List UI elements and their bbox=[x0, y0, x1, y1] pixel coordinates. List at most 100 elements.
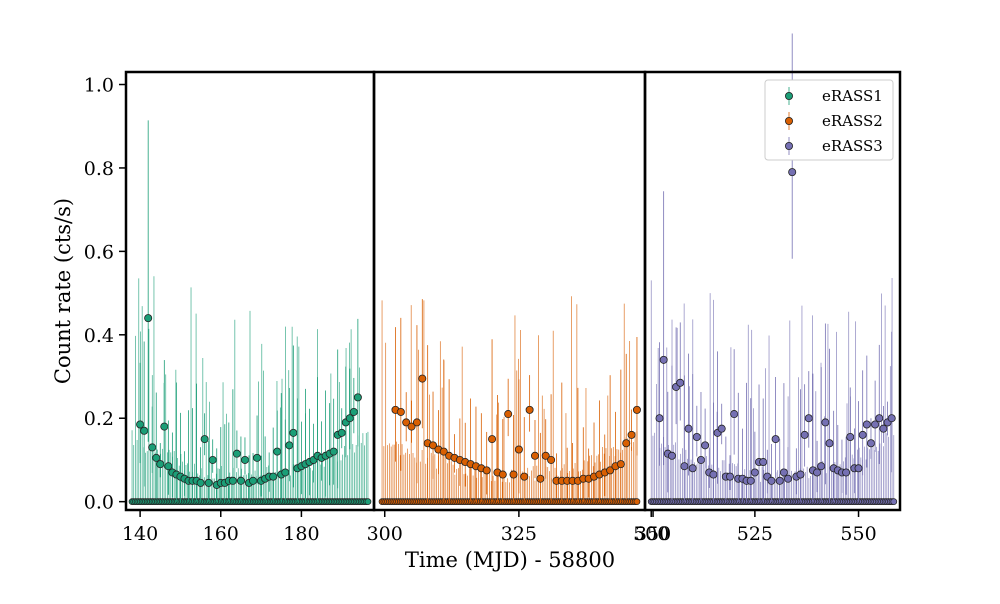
data-point bbox=[337, 428, 346, 437]
y-tick-label: 0.8 bbox=[84, 158, 114, 180]
y-axis-title: Count rate (cts/s) bbox=[51, 198, 75, 384]
data-point bbox=[204, 478, 213, 487]
data-point bbox=[509, 470, 518, 479]
data-point bbox=[759, 458, 768, 467]
data-point bbox=[407, 422, 416, 431]
data-point bbox=[825, 439, 834, 448]
data-point bbox=[208, 455, 217, 464]
legend-label: eRASS3 bbox=[822, 137, 883, 155]
data-point bbox=[632, 405, 641, 414]
data-point bbox=[273, 447, 282, 456]
data-point bbox=[796, 470, 805, 479]
data-point bbox=[504, 410, 513, 419]
data-point bbox=[775, 476, 784, 485]
data-point bbox=[817, 462, 826, 471]
legend-marker bbox=[785, 92, 794, 101]
data-point bbox=[281, 468, 290, 477]
legend-marker bbox=[785, 117, 794, 126]
x-tick-label: 300 bbox=[367, 523, 403, 545]
data-point bbox=[148, 443, 157, 452]
data-point bbox=[709, 470, 718, 479]
data-point bbox=[676, 378, 685, 387]
data-point bbox=[329, 447, 338, 456]
legend-label: eRASS2 bbox=[822, 112, 883, 130]
data-point bbox=[779, 468, 788, 477]
data-point bbox=[228, 476, 237, 485]
data-point bbox=[854, 464, 863, 473]
x-tick-label: 160 bbox=[203, 523, 239, 545]
data-point bbox=[684, 424, 693, 433]
data-point bbox=[541, 451, 550, 460]
data-point bbox=[622, 439, 631, 448]
data-point bbox=[232, 449, 241, 458]
data-point bbox=[750, 468, 759, 477]
panel-1: 140 160 180 bbox=[122, 70, 376, 545]
legend-label: eRASS1 bbox=[822, 87, 883, 105]
data-point bbox=[536, 474, 545, 483]
data-point bbox=[730, 410, 739, 419]
x-tick-label: 350 bbox=[635, 523, 671, 545]
data-point bbox=[396, 407, 405, 416]
data-point bbox=[771, 435, 780, 444]
data-point bbox=[349, 407, 358, 416]
data-point bbox=[525, 405, 534, 414]
x-tick-label: 180 bbox=[283, 523, 319, 545]
data-point bbox=[871, 420, 880, 429]
data-point bbox=[875, 414, 884, 423]
data-point bbox=[236, 476, 245, 485]
data-point bbox=[866, 439, 875, 448]
data-point bbox=[140, 426, 149, 435]
data-point bbox=[285, 441, 294, 450]
data-point bbox=[655, 414, 664, 423]
data-point bbox=[136, 420, 145, 429]
legend-box bbox=[764, 79, 894, 161]
data-point bbox=[152, 453, 161, 462]
data-point bbox=[200, 435, 209, 444]
data-point bbox=[627, 430, 636, 439]
data-point bbox=[726, 472, 735, 481]
data-point bbox=[606, 466, 615, 475]
data-point bbox=[547, 455, 556, 464]
data-point bbox=[144, 314, 153, 323]
data-point bbox=[289, 428, 298, 437]
data-point bbox=[353, 393, 362, 402]
data-point bbox=[659, 355, 668, 364]
data-point bbox=[688, 464, 697, 473]
data-point bbox=[717, 424, 726, 433]
data-point bbox=[196, 478, 205, 487]
data-point bbox=[692, 432, 701, 441]
legend-marker bbox=[785, 141, 794, 150]
data-point bbox=[667, 451, 676, 460]
data-point bbox=[696, 455, 705, 464]
data-point bbox=[746, 476, 755, 485]
data-point bbox=[402, 418, 411, 427]
data-point bbox=[240, 455, 249, 464]
x-tick-label: 550 bbox=[840, 523, 876, 545]
x-tick-label: 325 bbox=[501, 523, 537, 545]
data-point bbox=[788, 168, 797, 177]
x-axis-title: Time (MJD) - 58800 bbox=[405, 548, 615, 572]
y-tick-label: 0.2 bbox=[84, 408, 114, 430]
y-tick-label: 0.6 bbox=[84, 241, 114, 263]
data-point bbox=[879, 424, 888, 433]
data-point bbox=[269, 472, 278, 481]
data-point bbox=[418, 374, 427, 383]
data-point bbox=[821, 418, 830, 427]
y-tick-label: 0.0 bbox=[84, 492, 114, 514]
data-point bbox=[616, 460, 625, 469]
panel-2: 300 325 350 bbox=[367, 70, 671, 545]
data-point bbox=[488, 435, 497, 444]
zero-rate-point bbox=[633, 498, 641, 506]
data-point bbox=[498, 470, 507, 479]
data-point bbox=[680, 462, 689, 471]
y-tick-label: 1.0 bbox=[84, 75, 114, 97]
data-point bbox=[253, 453, 262, 462]
legend: eRASS1 eRASS2 eRASS3 bbox=[764, 79, 894, 161]
y-tick-label: 0.4 bbox=[84, 325, 114, 347]
data-point bbox=[784, 474, 793, 483]
data-point bbox=[887, 414, 896, 423]
data-point bbox=[767, 476, 776, 485]
